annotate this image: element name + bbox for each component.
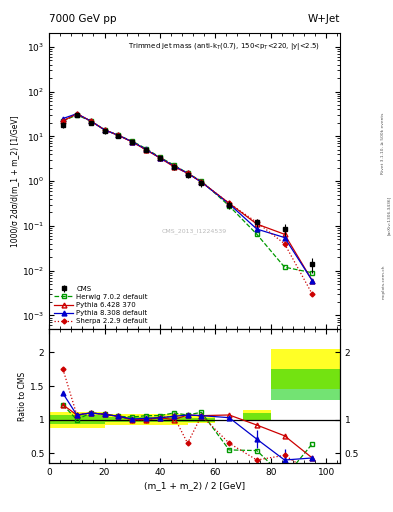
Pythia 6.428 370 <box>61 118 65 124</box>
Text: mcplots.cern.ch: mcplots.cern.ch <box>381 264 385 299</box>
Pythia 6.428 370 <box>116 132 121 138</box>
Sherpa 2.2.9 default <box>310 291 315 297</box>
Pythia 6.428 370 <box>199 179 204 185</box>
Herwig 7.0.2 default <box>185 170 190 176</box>
Herwig 7.0.2 default <box>171 162 176 168</box>
Sherpa 2.2.9 default <box>199 179 204 185</box>
Text: Rivet 3.1.10, ≥ 500k events: Rivet 3.1.10, ≥ 500k events <box>381 113 385 174</box>
Pythia 8.308 default <box>227 201 231 207</box>
Sherpa 2.2.9 default <box>102 126 107 133</box>
Sherpa 2.2.9 default <box>61 118 65 124</box>
Herwig 7.0.2 default <box>255 231 259 238</box>
Sherpa 2.2.9 default <box>116 132 121 138</box>
Y-axis label: 1000/σ 2dσ/d(m_1 + m_2) [1/GeV]: 1000/σ 2dσ/d(m_1 + m_2) [1/GeV] <box>10 115 19 247</box>
Sherpa 2.2.9 default <box>144 147 149 153</box>
Pythia 6.428 370 <box>158 155 162 161</box>
Text: [arXiv:1306.3436]: [arXiv:1306.3436] <box>387 196 391 234</box>
Pythia 8.308 default <box>130 139 134 145</box>
Text: Trimmed jet mass (anti-k$_T$(0.7), 150<p$_T$<220, |y|<2.5): Trimmed jet mass (anti-k$_T$(0.7), 150<p… <box>128 40 320 52</box>
Pythia 8.308 default <box>255 226 259 232</box>
Pythia 8.308 default <box>102 126 107 133</box>
Pythia 6.428 370 <box>88 118 93 124</box>
Herwig 7.0.2 default <box>74 112 79 118</box>
Herwig 7.0.2 default <box>88 118 93 124</box>
Herwig 7.0.2 default <box>310 270 315 276</box>
Pythia 8.308 default <box>74 111 79 117</box>
Text: 7000 GeV pp: 7000 GeV pp <box>49 14 117 24</box>
Pythia 6.428 370 <box>102 126 107 133</box>
Pythia 6.428 370 <box>144 147 149 153</box>
Pythia 8.308 default <box>61 115 65 121</box>
Line: Sherpa 2.2.9 default: Sherpa 2.2.9 default <box>61 112 314 296</box>
X-axis label: (m_1 + m_2) / 2 [GeV]: (m_1 + m_2) / 2 [GeV] <box>144 481 245 490</box>
Sherpa 2.2.9 default <box>88 118 93 124</box>
Pythia 8.308 default <box>158 155 162 161</box>
Sherpa 2.2.9 default <box>227 200 231 206</box>
Sherpa 2.2.9 default <box>171 163 176 169</box>
Pythia 8.308 default <box>310 278 315 284</box>
Pythia 8.308 default <box>144 146 149 153</box>
Sherpa 2.2.9 default <box>185 170 190 176</box>
Pythia 8.308 default <box>185 170 190 176</box>
Herwig 7.0.2 default <box>116 132 121 138</box>
Line: Pythia 8.308 default: Pythia 8.308 default <box>61 111 315 283</box>
Herwig 7.0.2 default <box>61 118 65 124</box>
Pythia 6.428 370 <box>130 139 134 145</box>
Herwig 7.0.2 default <box>227 203 231 209</box>
Pythia 8.308 default <box>282 234 287 241</box>
Line: Herwig 7.0.2 default: Herwig 7.0.2 default <box>61 113 315 275</box>
Herwig 7.0.2 default <box>199 178 204 184</box>
Y-axis label: Ratio to CMS: Ratio to CMS <box>18 372 27 421</box>
Pythia 8.308 default <box>116 132 121 138</box>
Pythia 8.308 default <box>171 163 176 169</box>
Pythia 8.308 default <box>199 179 204 185</box>
Sherpa 2.2.9 default <box>130 139 134 145</box>
Sherpa 2.2.9 default <box>255 219 259 225</box>
Herwig 7.0.2 default <box>102 126 107 133</box>
Pythia 6.428 370 <box>255 221 259 227</box>
Text: W+Jet: W+Jet <box>308 14 340 24</box>
Pythia 6.428 370 <box>74 111 79 117</box>
Pythia 6.428 370 <box>171 164 176 170</box>
Pythia 6.428 370 <box>185 170 190 176</box>
Sherpa 2.2.9 default <box>282 241 287 247</box>
Line: Pythia 6.428 370: Pythia 6.428 370 <box>61 111 315 283</box>
Sherpa 2.2.9 default <box>158 155 162 161</box>
Pythia 6.428 370 <box>282 231 287 238</box>
Legend: CMS, Herwig 7.0.2 default, Pythia 6.428 370, Pythia 8.308 default, Sherpa 2.2.9 : CMS, Herwig 7.0.2 default, Pythia 6.428 … <box>53 284 149 326</box>
Pythia 6.428 370 <box>227 200 231 206</box>
Pythia 8.308 default <box>88 118 93 124</box>
Text: CMS_2013_I1224539: CMS_2013_I1224539 <box>162 228 227 234</box>
Herwig 7.0.2 default <box>144 145 149 152</box>
Sherpa 2.2.9 default <box>74 111 79 117</box>
Herwig 7.0.2 default <box>158 154 162 160</box>
Herwig 7.0.2 default <box>282 264 287 270</box>
Pythia 6.428 370 <box>310 278 315 284</box>
Herwig 7.0.2 default <box>130 138 134 144</box>
